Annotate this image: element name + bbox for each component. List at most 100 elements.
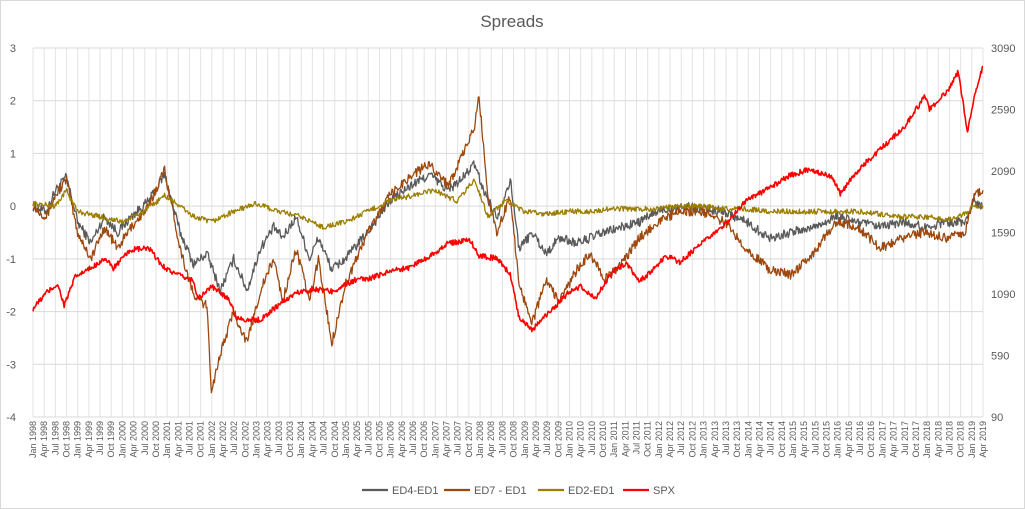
y-tick-label: 3 xyxy=(10,43,16,55)
x-tick-label: Jan 2004 xyxy=(296,421,306,458)
x-tick-label: Apr 2012 xyxy=(665,421,675,458)
x-tick-label: Apr 2018 xyxy=(933,421,943,458)
x-tick-label: Jan 1998 xyxy=(28,421,38,458)
x-tick-label: Apr 2007 xyxy=(442,421,452,458)
x-tick-label: Jul 2006 xyxy=(408,421,418,455)
x-tick-label: Jan 2001 xyxy=(162,421,172,458)
x-tick-label: Apr 2000 xyxy=(129,421,139,458)
legend-label: ED4-ED1 xyxy=(392,485,438,497)
y2-tick-label: 1090 xyxy=(991,289,1015,301)
y-tick-label: 1 xyxy=(10,148,16,160)
x-tick-label: Jul 2005 xyxy=(363,421,373,455)
x-tick-label: Oct 2004 xyxy=(330,421,340,458)
x-tick-label: Jul 2018 xyxy=(944,421,954,455)
x-tick-label: Oct 2016 xyxy=(866,421,876,458)
x-tick-label: Oct 2008 xyxy=(509,421,519,458)
x-tick-label: Apr 2016 xyxy=(844,421,854,458)
x-tick-label: Jan 2006 xyxy=(386,421,396,458)
x-axis-ticks: Jan 1998 Apr 1998 Jul 1998 Oct 1998 Jan 1999… xyxy=(28,421,988,458)
x-tick-label: Jul 2008 xyxy=(497,421,507,455)
x-tick-label: Jan 2019 xyxy=(967,421,977,458)
x-tick-label: Jul 2011 xyxy=(632,421,642,454)
x-tick-label: Oct 2000 xyxy=(151,421,161,458)
x-tick-label: Jan 2014 xyxy=(743,421,753,458)
x-tick-label: Jan 2005 xyxy=(341,421,351,458)
x-tick-label: Jul 2014 xyxy=(766,421,776,455)
x-tick-label: Apr 2017 xyxy=(889,421,899,458)
x-tick-label: Apr 2005 xyxy=(352,421,362,458)
x-tick-label: Jul 2013 xyxy=(721,421,731,455)
x-tick-label: Jul 2003 xyxy=(274,421,284,455)
x-tick-label: Jan 2018 xyxy=(922,421,932,458)
x-tick-label: Apr 1999 xyxy=(84,421,94,458)
x-tick-label: Oct 2001 xyxy=(196,421,206,458)
x-tick-label: Oct 2011 xyxy=(643,421,653,457)
x-tick-label: Jan 2003 xyxy=(252,421,262,458)
legend-label: ED2-ED1 xyxy=(568,485,614,497)
x-tick-label: Oct 2006 xyxy=(419,421,429,458)
left-axis-ticks: -4 -3 -2 -1 0 1 2 3 xyxy=(6,43,16,424)
series-line-0 xyxy=(32,160,984,294)
legend: ED4-ED1 ED7 - ED1 ED2-ED1 SPX xyxy=(362,485,676,497)
x-tick-label: Apr 1998 xyxy=(39,421,49,458)
x-tick-label: Oct 2014 xyxy=(777,421,787,458)
x-tick-label: Jul 2009 xyxy=(542,421,552,455)
series-lines xyxy=(32,65,984,394)
x-tick-label: Apr 2015 xyxy=(799,421,809,458)
y-tick-label: -1 xyxy=(6,254,16,266)
y-tick-label: -2 xyxy=(6,307,16,319)
x-tick-label: Jan 2010 xyxy=(564,421,574,458)
x-tick-label: Jul 2002 xyxy=(229,421,239,455)
y-tick-label: -4 xyxy=(6,412,16,424)
x-tick-label: Oct 2012 xyxy=(687,421,697,458)
y2-tick-label: 90 xyxy=(991,412,1003,424)
y2-tick-label: 2590 xyxy=(991,105,1015,117)
x-tick-label: Apr 2003 xyxy=(263,421,273,458)
x-tick-label: Apr 2001 xyxy=(173,421,183,458)
x-tick-label: Apr 2004 xyxy=(307,421,317,458)
x-tick-label: Apr 2019 xyxy=(978,421,988,458)
x-tick-label: Jul 2017 xyxy=(900,421,910,455)
x-tick-label: Jan 2017 xyxy=(877,421,887,458)
y-tick-label: -3 xyxy=(6,359,16,371)
y-tick-label: 2 xyxy=(10,96,16,108)
x-tick-label: Jul 2004 xyxy=(319,421,329,455)
x-tick-label: Jul 2012 xyxy=(676,421,686,455)
x-tick-label: Apr 2014 xyxy=(754,421,764,458)
x-tick-label: Oct 2013 xyxy=(732,421,742,458)
legend-label: ED7 - ED1 xyxy=(474,485,527,497)
x-tick-label: Oct 1999 xyxy=(106,421,116,458)
x-tick-label: Apr 2010 xyxy=(576,421,586,458)
x-tick-label: Oct 2009 xyxy=(553,421,563,458)
x-tick-label: Apr 2013 xyxy=(710,421,720,458)
x-tick-label: Jul 2001 xyxy=(184,421,194,455)
x-tick-label: Jan 2016 xyxy=(833,421,843,458)
x-tick-label: Jan 2009 xyxy=(520,421,530,458)
x-tick-label: Jul 2010 xyxy=(587,421,597,455)
x-tick-label: Jan 2007 xyxy=(430,421,440,458)
legend-label: SPX xyxy=(653,485,676,497)
series-line-1 xyxy=(32,96,984,394)
right-axis-ticks: 90 590 1090 1590 2090 2590 3090 xyxy=(991,43,1015,424)
x-tick-label: Apr 2002 xyxy=(218,421,228,458)
x-tick-label: Oct 2005 xyxy=(374,421,384,458)
x-tick-label: Jan 2000 xyxy=(117,421,127,458)
x-tick-label: Jan 2011 xyxy=(609,421,619,457)
x-tick-label: Oct 2007 xyxy=(464,421,474,458)
x-tick-label: Oct 2017 xyxy=(911,421,921,458)
x-tick-label: Jan 2015 xyxy=(788,421,798,458)
x-tick-label: Oct 2015 xyxy=(822,421,832,458)
x-tick-label: Jan 2008 xyxy=(475,421,485,458)
x-tick-label: Jan 1999 xyxy=(73,421,83,458)
series-line-3 xyxy=(32,65,984,333)
x-tick-label: Oct 2010 xyxy=(598,421,608,458)
x-tick-label: Jul 2016 xyxy=(855,421,865,455)
x-tick-label: Oct 1998 xyxy=(62,421,72,458)
x-tick-label: Apr 2011 xyxy=(620,421,630,457)
x-tick-label: Jul 2000 xyxy=(140,421,150,455)
x-tick-label: Jan 2012 xyxy=(654,421,664,458)
chart-title: Spreads xyxy=(480,12,543,31)
x-tick-label: Jul 1998 xyxy=(50,421,60,455)
